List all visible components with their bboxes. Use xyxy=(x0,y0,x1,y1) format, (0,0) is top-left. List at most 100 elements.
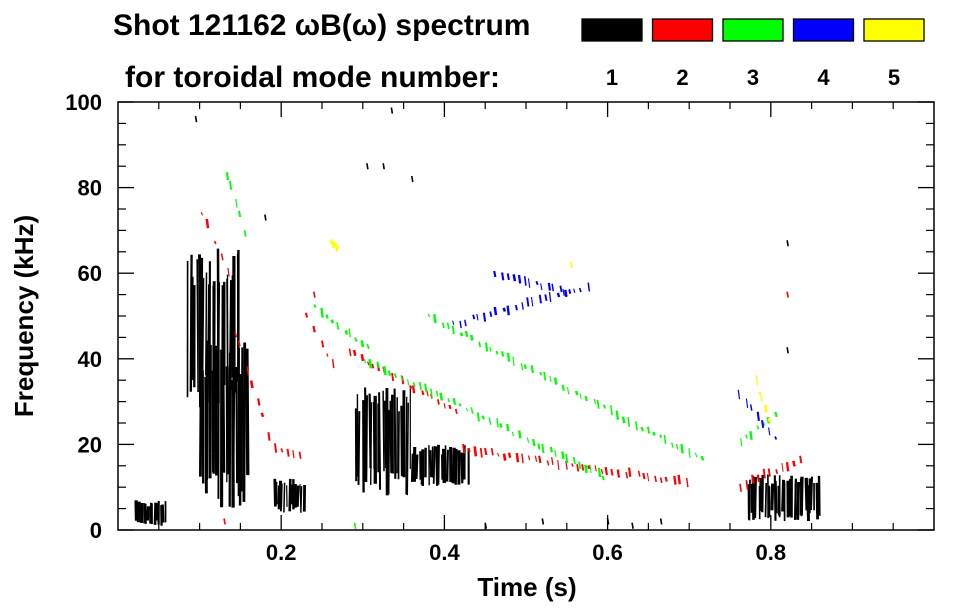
spectrum-mark xyxy=(792,460,796,467)
spectrum-mark xyxy=(371,363,375,369)
spectrum-mark xyxy=(363,358,367,364)
spectrum-blip xyxy=(786,291,789,298)
spectrum-mark xyxy=(412,381,416,388)
spectrum-mark xyxy=(313,304,317,308)
spectrum-mark xyxy=(652,431,656,436)
spectrum-mark xyxy=(556,292,561,298)
spectrum-mark xyxy=(234,331,238,338)
spectrum-mark xyxy=(501,272,505,281)
spectrum-mark xyxy=(654,475,657,483)
spectrum-mark xyxy=(406,402,409,496)
spectrum-mark xyxy=(499,423,503,428)
spectrum-mark xyxy=(761,474,764,513)
spectrum-mark xyxy=(537,443,541,450)
spectrum-mark xyxy=(781,479,785,512)
spectrum-mark xyxy=(383,366,387,376)
spectrum-blip xyxy=(659,518,663,525)
spectrum-mark xyxy=(768,427,771,436)
spectrum-mark xyxy=(429,450,433,478)
spectrum-mark xyxy=(502,453,507,461)
spectrum-mark xyxy=(470,407,474,414)
spectrum-mark xyxy=(221,363,226,473)
spectrum-mark xyxy=(464,319,467,327)
spectrum-mark xyxy=(443,403,446,409)
spectrum-mark xyxy=(478,341,482,348)
spectrum-blip xyxy=(786,347,789,354)
y-tick-label: 0 xyxy=(90,518,102,543)
spectrum-mark xyxy=(137,501,141,523)
spectrum-mark xyxy=(597,467,602,478)
spectrum-mark xyxy=(646,472,650,482)
spectrum-mark xyxy=(799,476,804,516)
spectrum-mark xyxy=(448,404,452,410)
spectrum-mark xyxy=(320,307,324,318)
spectrum-mark xyxy=(700,455,705,461)
spectrum-mark xyxy=(378,392,382,490)
chart-title-line1: Shot 121162 ωB(ω) spectrum xyxy=(113,9,530,42)
spectrum-mark xyxy=(579,393,582,400)
spectrum-mark xyxy=(352,349,357,356)
spectrum-mark xyxy=(421,390,425,396)
axes: 0.2 0.4 0.6 0.8 0 20 40 60 80 100 xyxy=(65,90,934,565)
spectrum-mark xyxy=(298,451,302,459)
spectrum-mark xyxy=(238,210,242,218)
spectrum-mark xyxy=(664,476,668,482)
spectrum-mark xyxy=(459,332,464,337)
spectrum-mark xyxy=(659,434,663,439)
legend-label-n5: 5 xyxy=(888,65,900,90)
legend-swatch-n1 xyxy=(581,18,643,42)
spectrum-mark xyxy=(760,395,764,402)
spectrum-mark xyxy=(625,471,629,479)
spectrum-mark xyxy=(220,253,224,261)
isolated-blips xyxy=(194,107,789,529)
spectrum-mark xyxy=(642,472,646,480)
spectrum-mark xyxy=(235,366,239,484)
spectrum-mark xyxy=(527,278,531,288)
spectrum-mark xyxy=(506,305,510,316)
spectrum-mark xyxy=(749,431,753,440)
spectrum-mark xyxy=(694,452,698,458)
spectrum-mark xyxy=(514,304,518,311)
spectrum-mark xyxy=(237,340,241,347)
spectrum-mark xyxy=(640,426,644,432)
spectrum-mark xyxy=(764,482,768,518)
spectrum-mark xyxy=(240,347,244,492)
spectrum-mark xyxy=(539,371,543,376)
spectrum-blip xyxy=(366,163,369,170)
spectrum-mark xyxy=(808,478,812,514)
spectrum-mark xyxy=(532,438,536,447)
spectrum-mark xyxy=(304,312,309,318)
spectrum-mark xyxy=(462,443,466,454)
spectrum-mark xyxy=(628,467,632,477)
spectrum-mark xyxy=(512,356,515,367)
spectrum-mark xyxy=(472,314,476,320)
spectrum-mark xyxy=(515,452,520,463)
spectrum-mark xyxy=(756,474,761,483)
spectrum-mark xyxy=(518,430,522,439)
spectrum-mark xyxy=(411,385,416,394)
spectrum-mark xyxy=(568,288,572,294)
spectrum-blip xyxy=(313,291,316,298)
spectrum-mark xyxy=(793,478,798,520)
spectrum-mark xyxy=(249,380,254,389)
spectrum-mark xyxy=(140,502,144,523)
y-tick-label: 80 xyxy=(78,176,102,201)
spectrum-mark xyxy=(473,446,478,457)
spectrum-mark xyxy=(397,411,400,480)
series-n=3 xyxy=(225,172,778,481)
spectrum-mark xyxy=(452,320,455,326)
spectrum-mark xyxy=(488,417,492,425)
spectrum-mark xyxy=(680,443,684,454)
spectrum-mark xyxy=(677,474,681,485)
spectrum-mark xyxy=(745,398,749,408)
spectrum-mark xyxy=(321,340,325,348)
spectrum-mark xyxy=(521,453,524,464)
spectrum-mark xyxy=(502,307,507,312)
spectrum-blip xyxy=(410,175,414,183)
spectrum-mark xyxy=(286,448,290,457)
spectrum-mark xyxy=(497,452,500,457)
spectrum-mark xyxy=(527,455,531,461)
legend-label-n4: 4 xyxy=(817,65,830,90)
spectrum-mark xyxy=(312,325,316,333)
spectrum-mark xyxy=(391,372,395,382)
